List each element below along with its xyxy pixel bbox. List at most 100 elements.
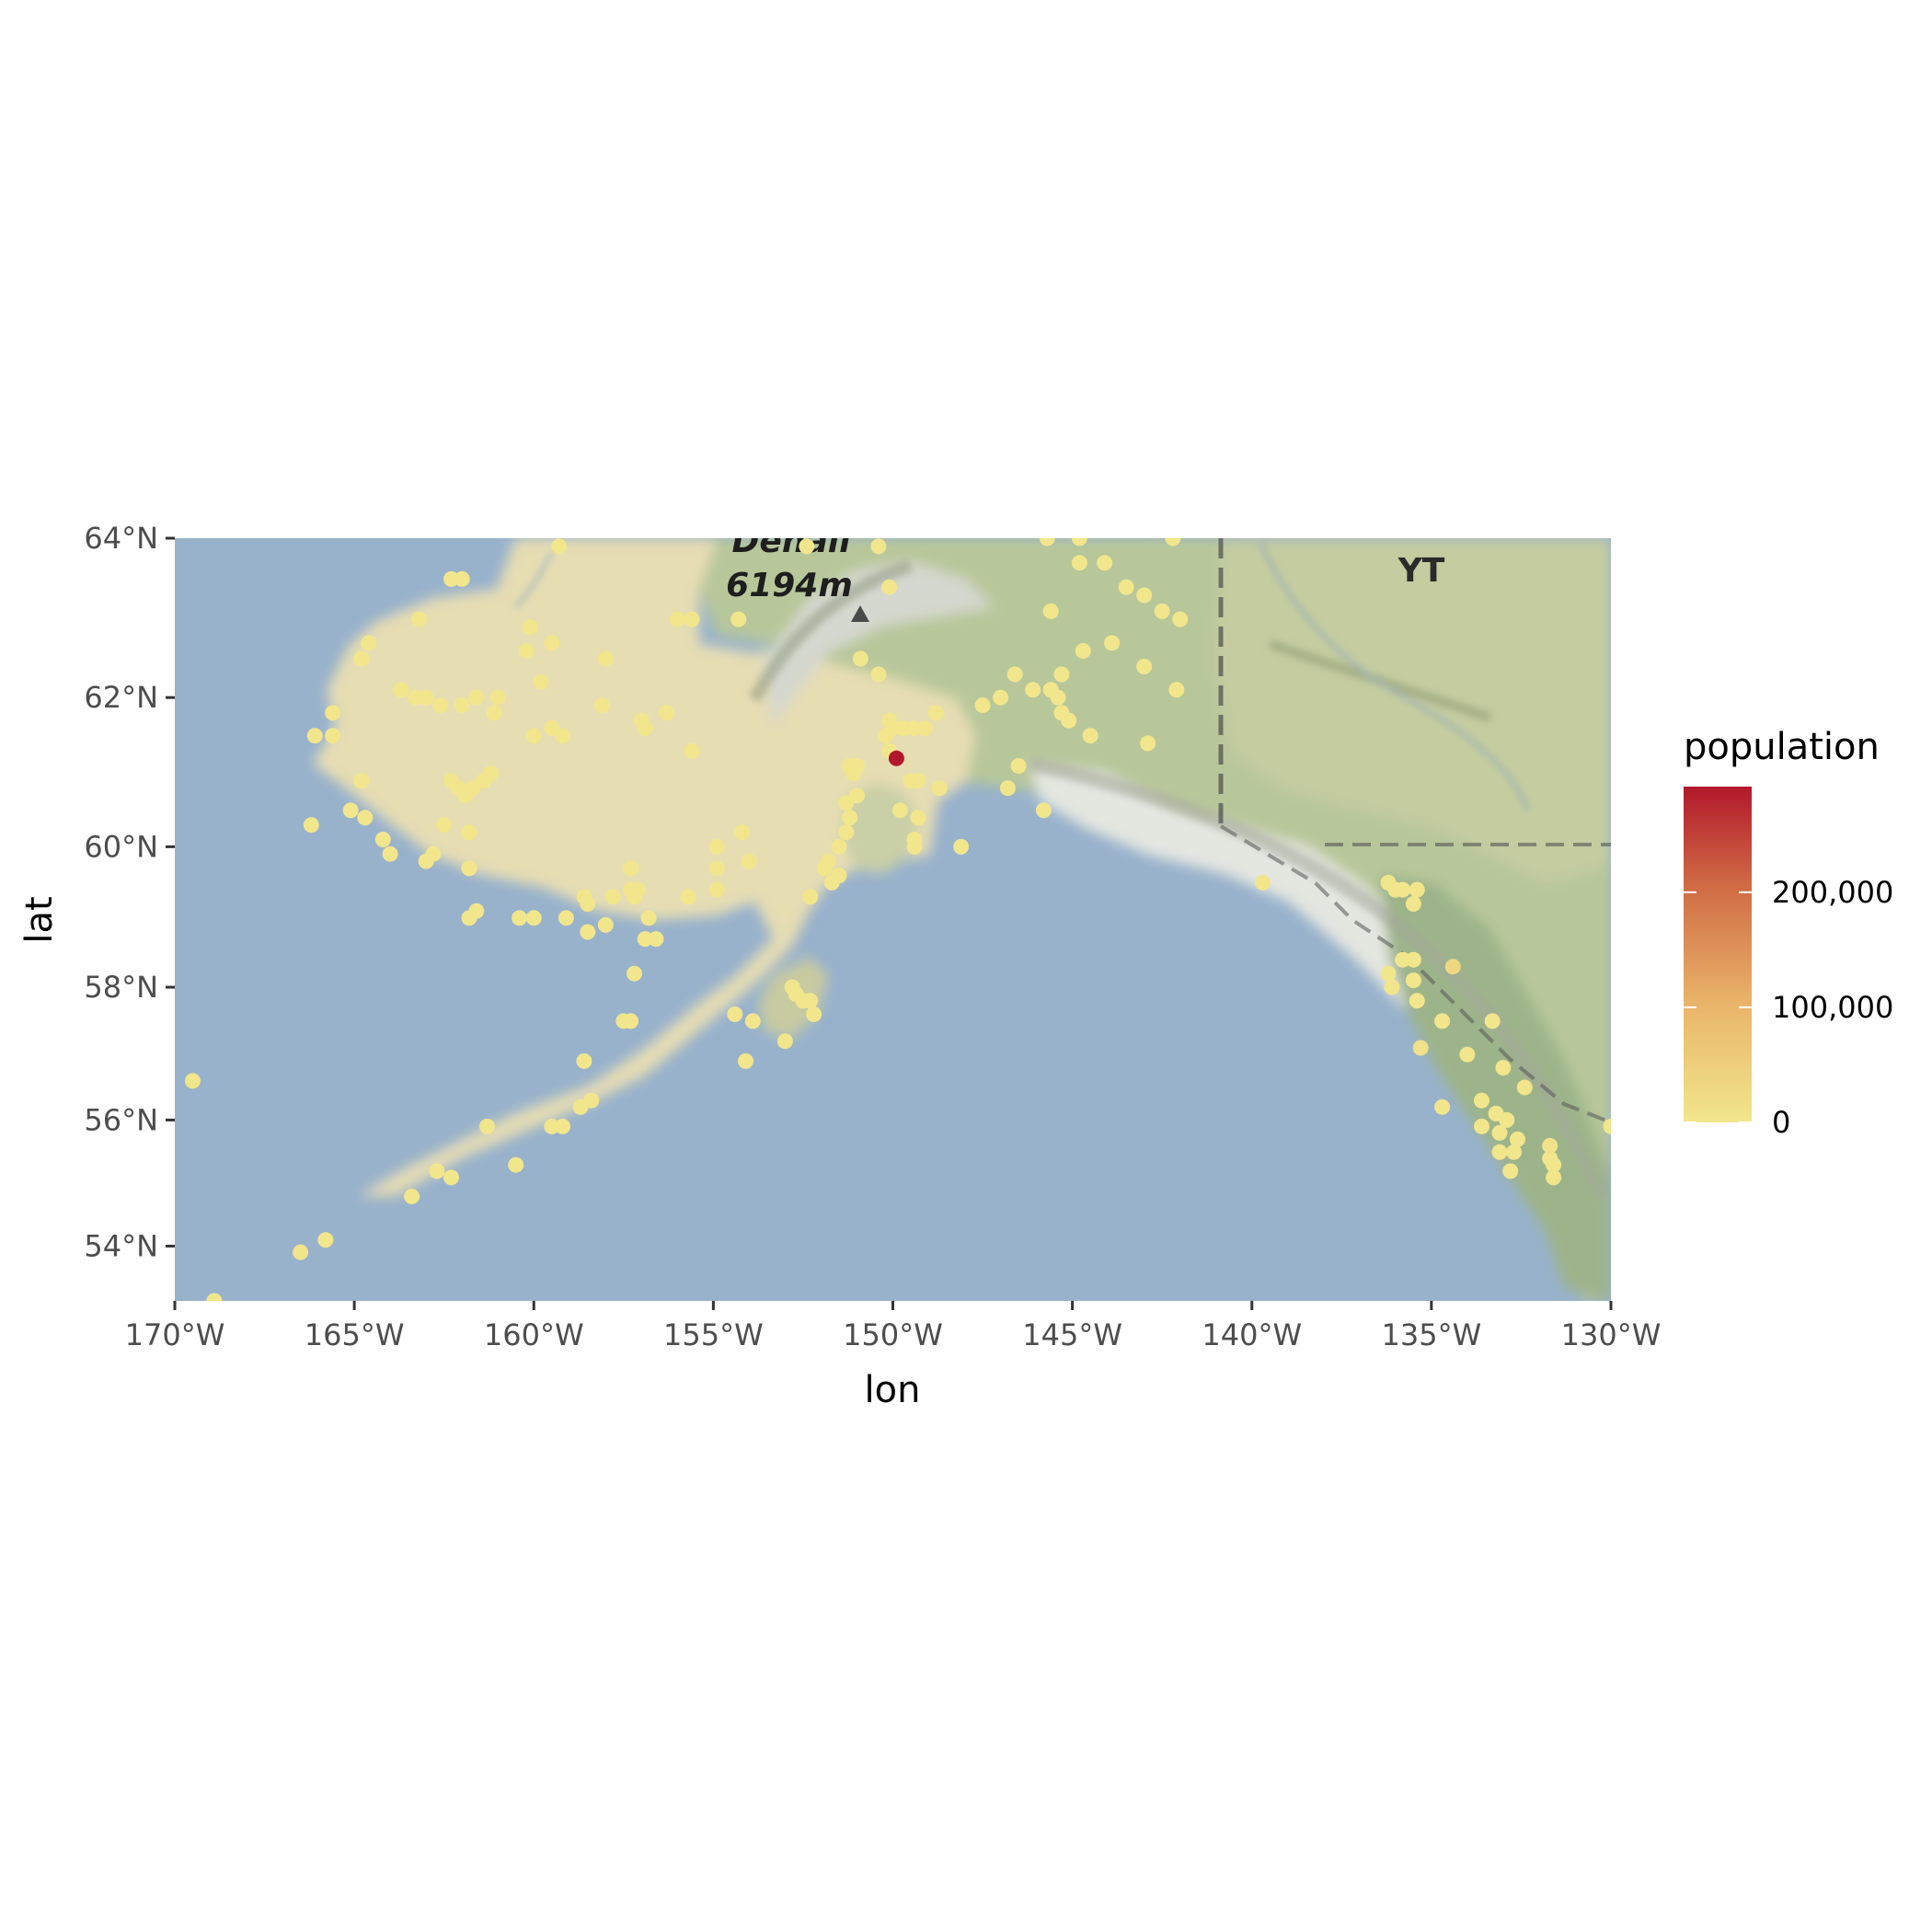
data-point xyxy=(788,985,804,1002)
data-point xyxy=(525,728,542,744)
data-point xyxy=(443,570,459,587)
data-point xyxy=(891,802,908,819)
data-point xyxy=(845,765,862,782)
susitna-river xyxy=(513,551,554,609)
data-point xyxy=(432,697,449,714)
data-point xyxy=(429,1163,445,1179)
basemap: Denali 6194m YT xyxy=(175,538,1611,1301)
data-point xyxy=(1025,682,1041,698)
data-point xyxy=(1516,1079,1533,1096)
data-point xyxy=(659,705,675,721)
y-tick-label: 58°N xyxy=(84,970,158,1005)
data-point xyxy=(806,1006,822,1022)
data-point xyxy=(1042,603,1059,619)
data-point xyxy=(518,643,535,659)
data-point xyxy=(558,910,574,926)
y-tick-label: 62°N xyxy=(84,680,158,715)
data-point xyxy=(999,780,1016,797)
data-point xyxy=(525,910,542,926)
data-point xyxy=(544,635,560,651)
data-point xyxy=(1395,951,1411,968)
land-masses xyxy=(313,538,1611,1301)
data-point xyxy=(831,838,847,855)
data-point xyxy=(1474,1092,1489,1109)
data-point xyxy=(637,931,653,948)
y-tick-label: 64°N xyxy=(84,521,158,556)
data-point xyxy=(1491,1144,1508,1160)
data-point xyxy=(353,650,370,667)
data-point xyxy=(533,673,549,690)
data-point xyxy=(974,697,991,714)
data-point xyxy=(522,619,538,636)
data-point xyxy=(1542,1137,1558,1154)
data-point xyxy=(580,924,596,940)
mountains-alaska-range xyxy=(764,561,994,727)
data-point xyxy=(648,931,664,948)
data-point xyxy=(418,853,434,869)
data-point xyxy=(1405,951,1421,968)
data-point xyxy=(436,817,453,834)
data-point xyxy=(910,773,926,789)
yukon-river xyxy=(1259,542,1529,811)
data-point xyxy=(357,810,374,826)
x-tick-label: 130°W xyxy=(1561,1317,1662,1352)
data-point xyxy=(1387,881,1404,898)
data-point xyxy=(993,689,1009,706)
data-point xyxy=(593,697,610,714)
data-point xyxy=(576,889,592,905)
data-point xyxy=(1409,881,1425,898)
data-point xyxy=(1136,659,1153,674)
data-point xyxy=(741,853,757,869)
data-point xyxy=(293,1244,309,1260)
data-point xyxy=(583,1092,600,1109)
x-tick-label: 160°W xyxy=(484,1317,584,1352)
data-point xyxy=(1053,666,1070,683)
data-point xyxy=(382,845,398,862)
y-axis: 54°N 56°N 58°N 60°N 62°N 64°N xyxy=(84,521,175,1263)
data-point xyxy=(730,611,747,627)
data-point xyxy=(1405,972,1421,989)
data-point xyxy=(1118,579,1134,595)
x-tick-label: 135°W xyxy=(1382,1317,1482,1352)
data-point xyxy=(1104,635,1121,651)
data-point xyxy=(1053,705,1070,721)
data-point xyxy=(1546,1169,1562,1186)
data-point xyxy=(482,765,499,782)
data-point xyxy=(404,1189,420,1204)
data-point xyxy=(544,1118,560,1134)
data-point xyxy=(1097,555,1113,571)
data-point xyxy=(1484,1013,1501,1029)
data-point xyxy=(680,889,696,905)
legend: population 0 100,000 200,000 xyxy=(1684,726,1893,1140)
data-point xyxy=(454,697,470,714)
data-point xyxy=(1006,666,1023,683)
data-point xyxy=(325,728,341,744)
x-axis-title: lon xyxy=(865,1369,921,1411)
data-point xyxy=(831,868,847,884)
data-point xyxy=(744,1013,761,1029)
data-point xyxy=(393,682,409,698)
data-point xyxy=(1459,1046,1476,1063)
data-point xyxy=(604,889,621,905)
legend-break-label: 100,000 xyxy=(1772,990,1893,1025)
basemap-label-elevation: 6194m xyxy=(726,567,853,604)
data-point xyxy=(776,1033,793,1050)
data-point xyxy=(870,538,887,555)
data-point xyxy=(906,720,923,736)
data-point xyxy=(888,750,904,766)
y-axis-title: lat xyxy=(18,896,61,943)
x-tick-label: 145°W xyxy=(1022,1317,1122,1352)
data-point xyxy=(870,666,887,683)
denali-peak-icon xyxy=(851,605,869,622)
data-point xyxy=(185,1073,201,1089)
data-point xyxy=(597,916,614,933)
data-point xyxy=(512,910,528,926)
data-point xyxy=(708,838,725,855)
data-point xyxy=(303,817,319,834)
data-point xyxy=(917,720,934,736)
data-point xyxy=(633,712,650,729)
x-axis: 170°W 165°W 160°W 155°W 150°W 145°W 140°W 135°W… xyxy=(125,1301,1662,1352)
data-point xyxy=(1434,1013,1451,1029)
data-point xyxy=(1405,896,1421,912)
data-point xyxy=(669,611,685,627)
